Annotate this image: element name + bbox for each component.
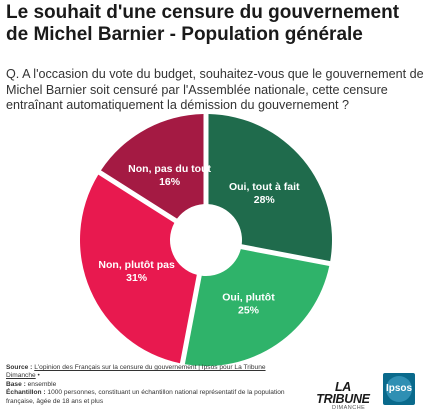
sample-line: Échantillon : 1000 personnes, constituan… [6,389,296,406]
donut-slice-4 [100,114,204,219]
slice-value-label-1: 28% [254,194,276,206]
donut-slice-3 [79,174,197,364]
source-suffix: • [37,372,40,380]
donut-slice-1 [208,114,332,262]
slice-label-4: Non, pas du tout 16% [128,163,211,188]
ipsos-logo-text: Ipsos [385,383,413,394]
slice-value-label-4: 16% [159,176,181,188]
la-tribune-logo-sub: DIMANCHE [332,405,366,411]
chart-title: Le souhait d'une censure du gouvernement… [6,2,400,45]
survey-question: Q. A l'occasion du vote du budget, souha… [6,67,424,112]
slice-category-label-4: Non, pas du tout [128,163,211,175]
la-tribune-logo-main: LA TRIBUNE [316,380,370,406]
donut-slice-2 [184,249,330,366]
slice-category-label-1: Oui, tout à fait [229,181,300,193]
slice-category-label-3: Non, plutôt pas [98,259,175,271]
slice-label-1: Oui, tout à fait 28% [229,181,300,206]
slice-label-3: Non, plutôt pas 31% [98,259,175,284]
source-link[interactable]: L'opinion des Français sur la censure du… [6,364,266,380]
base-label: Base : [6,380,26,388]
la-tribune-logo: LA TRIBUNE DIMANCHE [308,381,378,412]
sample-text: 1000 personnes, constituant un échantill… [6,389,285,405]
footer-notes: Source : L'opinion des Français sur la c… [6,364,296,406]
source-line: Source : L'opinion des Français sur la c… [6,364,296,381]
source-label: Source : [6,364,33,371]
slice-label-2: Oui, plutôt 25% [222,292,275,317]
slice-value-label-2: 25% [238,305,260,317]
sample-label: Échantillon : [6,389,46,397]
slice-value-label-3: 31% [126,272,148,284]
ipsos-logo-ring [386,376,412,402]
base-line: Base : ensemble [6,381,296,389]
slice-category-label-2: Oui, plutôt [222,292,275,304]
ipsos-logo: Ipsos [383,373,415,405]
base-text: ensemble [27,380,57,388]
